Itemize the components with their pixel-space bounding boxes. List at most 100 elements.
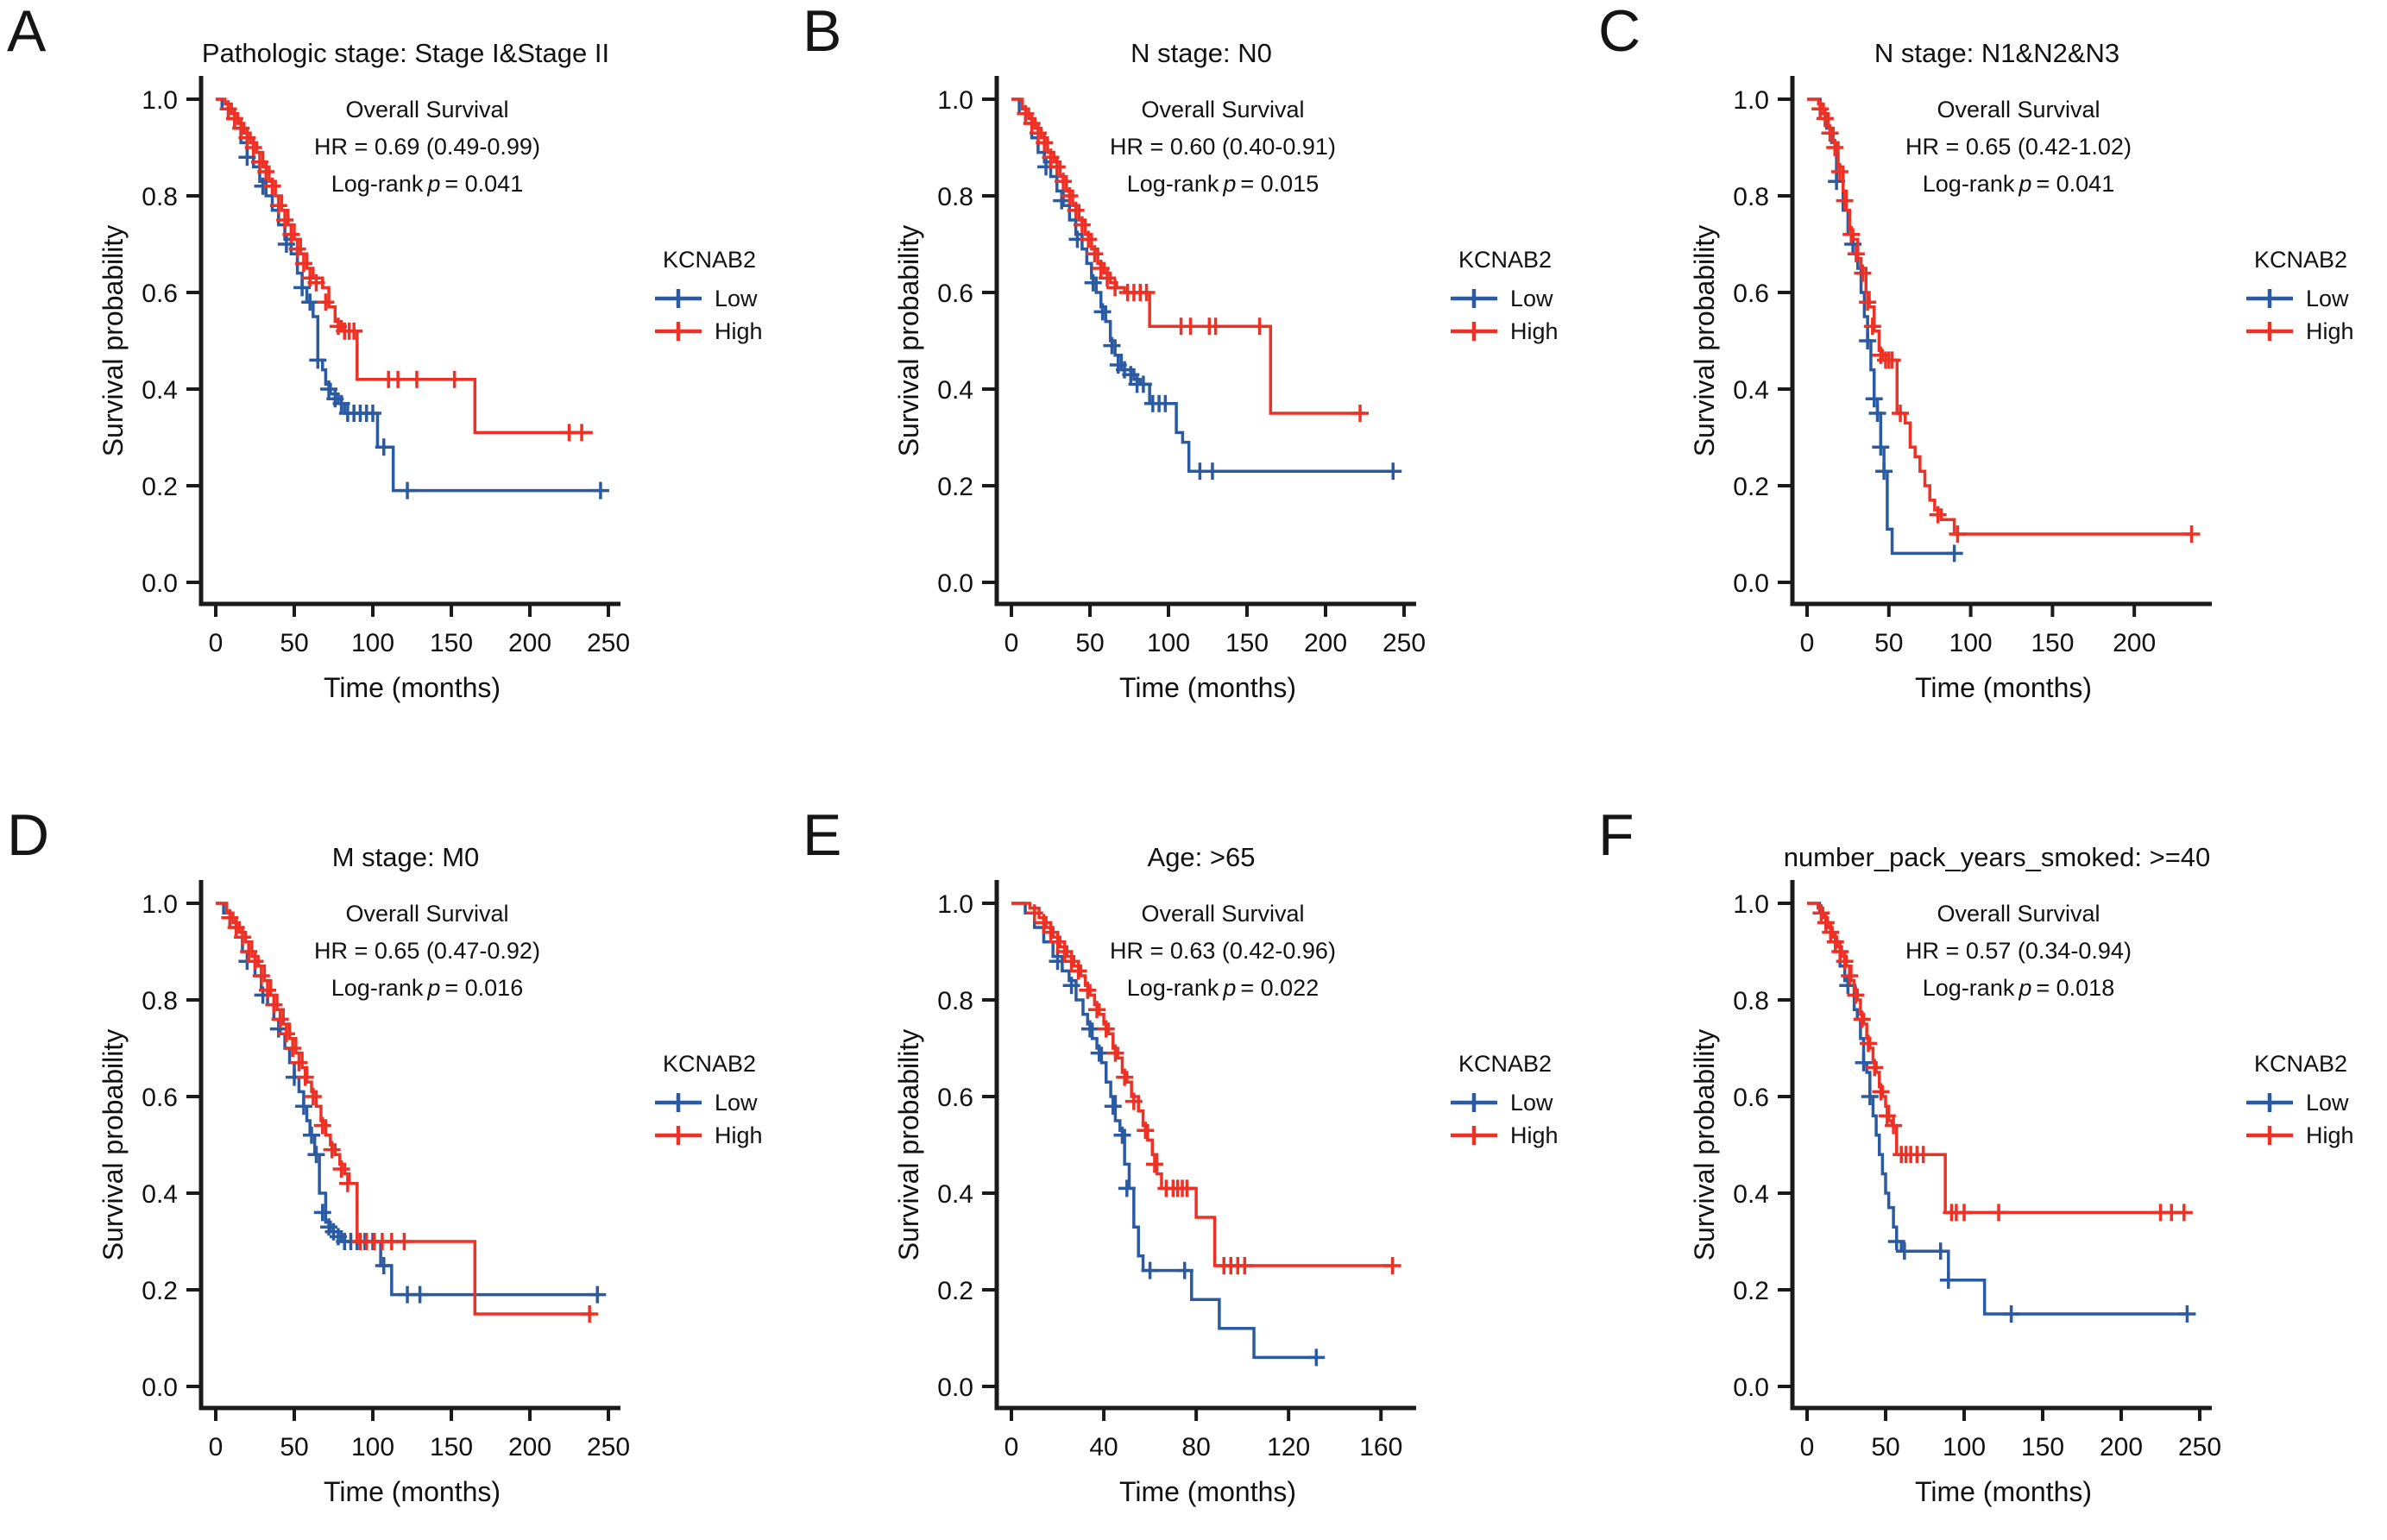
y-axis-ticks: 0.0 0.2 0.4 0.6 0.8 1.0 <box>937 890 997 1402</box>
x-axis-ticks: 0 50 100 150 200 250 <box>209 1408 630 1461</box>
y-tick-label: 0.0 <box>142 1373 178 1402</box>
x-tick-label: 0 <box>1005 1433 1019 1461</box>
legend-item-low: Low <box>652 282 763 315</box>
y-tick-label: 1.0 <box>142 890 178 919</box>
high-curve-glyph-icon <box>1451 322 1497 341</box>
logrank-prefix: Log-rank <box>1922 171 2015 197</box>
y-tick-label: 0.8 <box>1733 987 1769 1015</box>
legend-label: Low <box>715 1089 758 1116</box>
y-tick-label: 1.0 <box>1733 86 1769 115</box>
panel-A: A Pathologic stage: Stage I&Stage II 0 50… <box>0 0 796 770</box>
legend-label: Low <box>715 285 758 311</box>
km-plot: 0 50 100 150 200 250 0.0 0.2 0.4 0.6 0.8 1.0 Time (m… <box>98 76 630 703</box>
y-tick-label: 0.0 <box>1733 569 1769 598</box>
y-tick-label: 0.8 <box>937 987 973 1015</box>
y-tick-label: 0.6 <box>1733 1084 1769 1112</box>
high-curve-glyph-icon <box>655 1126 702 1145</box>
y-tick-label: 0.2 <box>142 473 178 501</box>
y-tick-label: 0.2 <box>937 473 973 501</box>
annotation-block: Overall Survival HR = 0.69 (0.49-0.99) L… <box>224 91 630 203</box>
low-curve-glyph-icon <box>1451 289 1497 308</box>
legend-item-high: High <box>652 1119 763 1152</box>
x-tick-label: 120 <box>1267 1433 1310 1461</box>
logrank-prefix: Log-rank <box>331 171 424 197</box>
censor-marks-high <box>1811 100 2201 543</box>
annotation-line-hr: HR = 0.65 (0.47-0.92) <box>314 938 540 964</box>
axes <box>994 880 1416 1411</box>
p-symbol: p <box>1223 975 1237 1001</box>
axes <box>198 76 620 607</box>
km-plot: 0 50 100 150 200 250 0.0 0.2 0.4 0.6 0.8 1.0 Time (m… <box>1689 880 2221 1507</box>
annotation-block: Overall Survival HR = 0.65 (0.42-1.02) L… <box>1816 91 2221 203</box>
y-tick-label: 0.6 <box>937 280 973 308</box>
panel-B: B N stage: N0 0 50 100 150 200 250 0.0 0.2 0.4 0.… <box>796 0 1591 770</box>
x-axis-title: Time (months) <box>1119 1476 1296 1507</box>
x-axis-ticks: 0 50 100 150 200 250 <box>1005 604 1426 657</box>
x-tick-label: 160 <box>1359 1433 1402 1461</box>
annotation-block: Overall Survival HR = 0.63 (0.42-0.96) L… <box>1020 896 1426 1007</box>
panel-letter: E <box>803 802 842 868</box>
legend-item-high: High <box>1448 315 1559 348</box>
panel-letter: F <box>1598 802 1634 868</box>
logrank-value: = 0.015 <box>1240 171 1319 197</box>
censor-marks-high <box>1025 904 1401 1274</box>
annotation-line-overall-survival: Overall Survival <box>1141 901 1305 927</box>
y-tick-label: 1.0 <box>1733 890 1769 919</box>
x-tick-label: 50 <box>280 1433 308 1461</box>
x-tick-label: 50 <box>280 629 308 657</box>
axes <box>1790 76 2212 607</box>
y-tick-label: 1.0 <box>937 86 973 115</box>
y-tick-label: 0.6 <box>1733 280 1769 308</box>
legend-label: High <box>1510 317 1559 344</box>
axes <box>1790 880 2212 1411</box>
logrank-value: = 0.041 <box>444 171 524 197</box>
y-tick-label: 0.8 <box>937 183 973 211</box>
y-tick-label: 0.0 <box>937 1373 973 1402</box>
legend-label: High <box>715 1122 763 1148</box>
panel-F: F number_pack_years_smoked: >=40 0 50 100 1… <box>1591 804 2387 1540</box>
annotation-line-overall-survival: Overall Survival <box>1937 901 2100 927</box>
legend-label: High <box>1510 1122 1559 1148</box>
annotation-line-logrank: Log-rank p = 0.015 <box>1020 166 1426 203</box>
logrank-prefix: Log-rank <box>331 975 424 1001</box>
panel-title: number_pack_years_smoked: >=40 <box>1783 842 2211 872</box>
km-plot: 0 50 100 150 200 250 0.0 0.2 0.4 0.6 0.8 1.0 Time (m… <box>98 880 630 1507</box>
annotation-block: Overall Survival HR = 0.60 (0.40-0.91) L… <box>1020 91 1426 203</box>
legend-title: KCNAB2 <box>663 1051 757 1077</box>
x-axis-title: Time (months) <box>1915 672 2092 703</box>
y-axis-title: Survival probability <box>1689 1029 1720 1261</box>
annotation-line-hr: HR = 0.65 (0.42-1.02) <box>1905 134 2132 160</box>
logrank-value: = 0.022 <box>1240 975 1319 1001</box>
annotation-line-hr: HR = 0.60 (0.40-0.91) <box>1110 134 1336 160</box>
p-symbol: p <box>427 975 441 1001</box>
x-axis-title: Time (months) <box>1119 672 1296 703</box>
panel-letter: A <box>7 0 47 64</box>
logrank-value: = 0.041 <box>2036 171 2115 197</box>
y-tick-label: 0.4 <box>937 1180 973 1209</box>
logrank-prefix: Log-rank <box>1922 975 2015 1001</box>
legend-item-high: High <box>2244 315 2354 348</box>
x-tick-label: 40 <box>1089 1433 1118 1461</box>
legend: KCNAB2 Low High <box>652 1051 763 1152</box>
censor-marks-low <box>1037 158 1402 481</box>
annotation-line-overall-survival: Overall Survival <box>1937 97 2100 123</box>
logrank-value: = 0.016 <box>444 975 524 1001</box>
annotation-line-logrank: Log-rank p = 0.022 <box>1020 970 1426 1007</box>
panel-title: Pathologic stage: Stage I&Stage II <box>201 38 610 68</box>
y-axis-ticks: 0.0 0.2 0.4 0.6 0.8 1.0 <box>1733 890 1792 1402</box>
panel-letter: C <box>1598 0 1641 64</box>
logrank-prefix: Log-rank <box>1126 171 1219 197</box>
panel-E: E Age: >65 0 40 80 120 160 0.0 0.2 0.4 0.6 0.8 1.0… <box>796 804 1591 1540</box>
y-tick-label: 0.0 <box>142 569 178 598</box>
legend-label: High <box>2306 1122 2354 1148</box>
panel-title: N stage: N1&N2&N3 <box>1874 38 2120 68</box>
x-axis-ticks: 0 50 100 150 200 <box>1800 604 2156 657</box>
x-axis-ticks: 0 50 100 150 200 250 <box>1800 1408 2221 1461</box>
annotation-line-hr: HR = 0.57 (0.34-0.94) <box>1905 938 2132 964</box>
annotation-line-overall-survival: Overall Survival <box>1141 97 1305 123</box>
km-plot: 0 40 80 120 160 0.0 0.2 0.4 0.6 0.8 1.0 Time (month… <box>893 880 1416 1507</box>
y-tick-label: 1.0 <box>142 86 178 115</box>
x-tick-label: 150 <box>2031 629 2074 657</box>
panel-letter: B <box>803 0 842 64</box>
